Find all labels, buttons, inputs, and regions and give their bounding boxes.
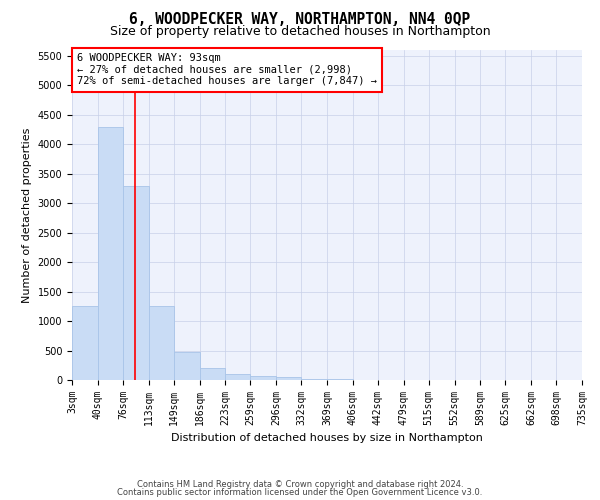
Bar: [149, 306, 174, 380]
X-axis label: Distribution of detached houses by size in Northampton: Distribution of detached houses by size …: [171, 434, 483, 444]
Text: Contains HM Land Registry data © Crown copyright and database right 2024.: Contains HM Land Registry data © Crown c…: [137, 480, 463, 489]
Bar: [301, 379, 327, 380]
Bar: [72, 306, 98, 380]
Bar: [98, 126, 123, 380]
Bar: [250, 376, 276, 380]
Text: 6 WOODPECKER WAY: 93sqm
← 27% of detached houses are smaller (2,998)
72% of semi: 6 WOODPECKER WAY: 93sqm ← 27% of detache…: [77, 54, 377, 86]
Y-axis label: Number of detached properties: Number of detached properties: [22, 128, 32, 302]
Bar: [276, 377, 301, 380]
Bar: [199, 368, 225, 380]
Text: Contains public sector information licensed under the Open Government Licence v3: Contains public sector information licen…: [118, 488, 482, 497]
Bar: [123, 186, 149, 380]
Text: Size of property relative to detached houses in Northampton: Size of property relative to detached ho…: [110, 25, 490, 38]
Text: 6, WOODPECKER WAY, NORTHAMPTON, NN4 0QP: 6, WOODPECKER WAY, NORTHAMPTON, NN4 0QP: [130, 12, 470, 28]
Bar: [225, 374, 250, 380]
Bar: [174, 352, 199, 380]
